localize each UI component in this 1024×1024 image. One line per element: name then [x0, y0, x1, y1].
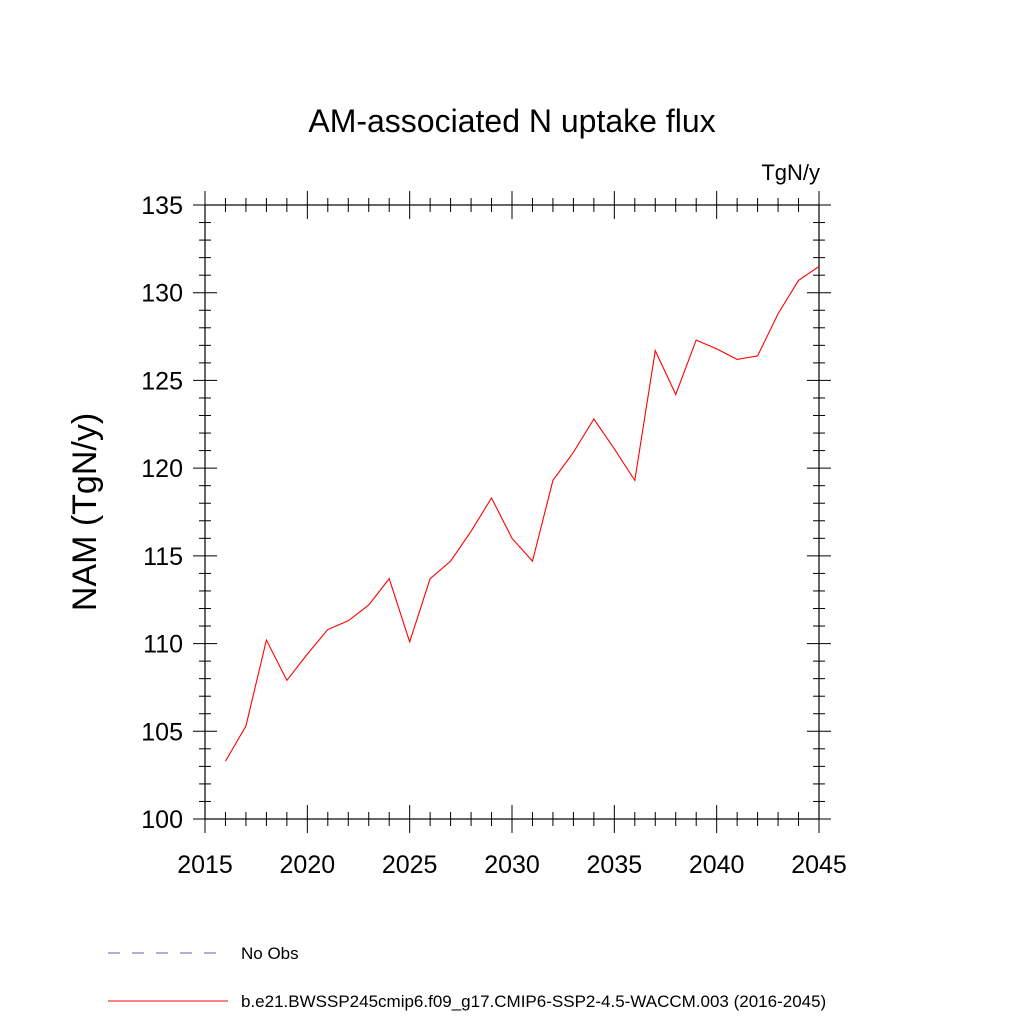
x-axis: 2015 2020 2025 2030 2035 2040 2045 [177, 191, 847, 879]
legend-label-no-obs: No Obs [241, 944, 299, 963]
series-line-waccm [224, 265, 820, 762]
legend-label-waccm: b.e21.BWSSP245cmip6.f09_g17.CMIP6-SSP2-4… [241, 992, 826, 1011]
y-tick-label: 115 [143, 543, 183, 571]
y-tick-label: 135 [141, 192, 183, 220]
y-tick-label: 125 [141, 367, 183, 395]
x-tick-label: 2015 [177, 851, 233, 879]
plot-frame [204, 204, 820, 820]
x-tick-label: 2045 [791, 851, 847, 879]
y-axis: 100 105 110 115 120 125 130 135 [141, 192, 831, 834]
units-label: TgN/y [761, 160, 820, 185]
series-layer [224, 265, 820, 762]
y-axis-title: NAM (TgN/y) [66, 413, 104, 611]
y-tick-label: 110 [143, 631, 183, 659]
x-tick-label: 2030 [484, 851, 540, 879]
x-tick-label: 2035 [587, 851, 643, 879]
x-tick-label: 2025 [382, 851, 438, 879]
x-tick-label: 2020 [280, 851, 336, 879]
chart-title: AM-associated N uptake flux [308, 103, 715, 139]
y-tick-label: 130 [141, 280, 183, 308]
y-tick-label: 105 [141, 718, 183, 746]
y-tick-label: 100 [141, 806, 183, 834]
y-tick-label: 120 [141, 455, 183, 483]
legend: No Obs b.e21.BWSSP245cmip6.f09_g17.CMIP6… [108, 944, 826, 1011]
x-tick-label: 2040 [689, 851, 745, 879]
